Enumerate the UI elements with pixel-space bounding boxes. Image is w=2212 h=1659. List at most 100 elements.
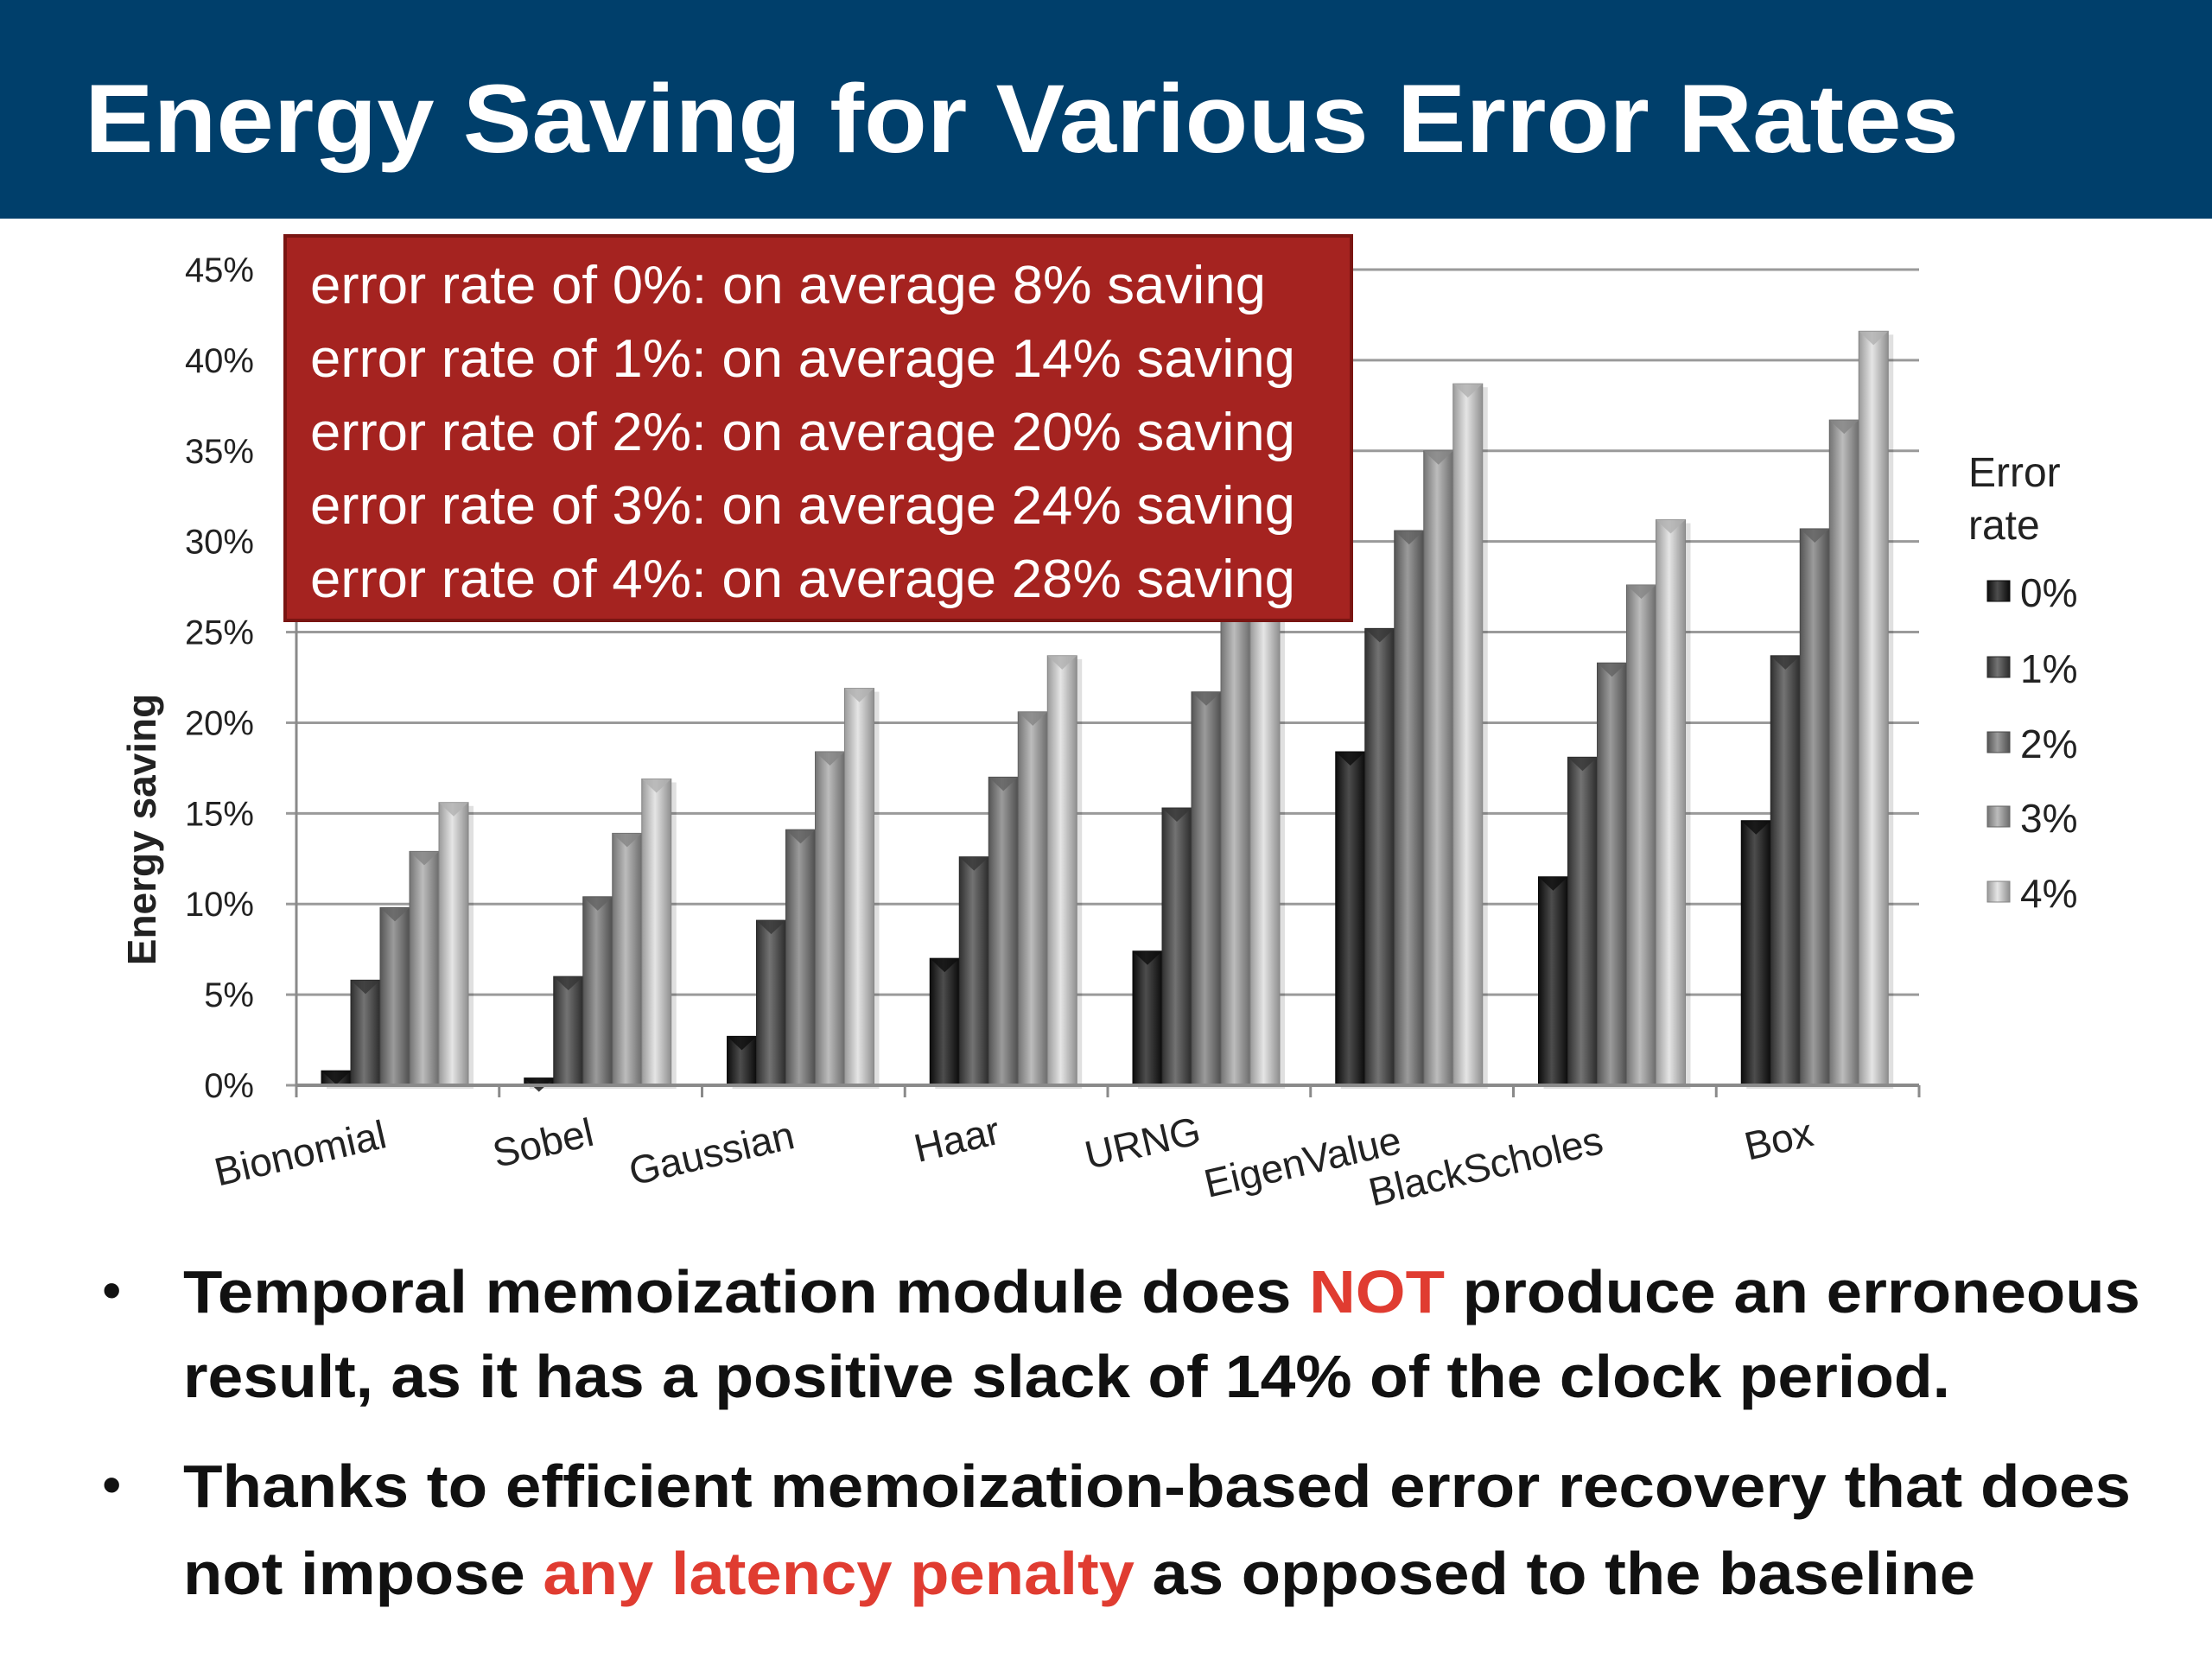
bar (1452, 383, 1484, 1086)
bar (756, 919, 786, 1086)
callout-line: error rate of 4%: on average 28% saving (310, 550, 1295, 609)
bar-cap (1047, 655, 1077, 670)
y-tick-label: 40% (185, 342, 254, 380)
bar (1191, 691, 1222, 1086)
bar-cap (727, 1036, 757, 1051)
bar (1656, 518, 1686, 1086)
bar (1740, 820, 1771, 1086)
bar-group-gaussian (727, 688, 880, 1089)
bar-cap (785, 830, 816, 844)
bar-cap (1162, 808, 1192, 823)
bullet-line: Thanks to efficient memoization-based er… (183, 1452, 2131, 1520)
callout-line: error rate of 2%: on average 20% saving (310, 403, 1295, 462)
bullet-text: not impose (183, 1540, 543, 1607)
bar-cap (380, 907, 410, 922)
bullet-text: result, as it has a positive slack of 14… (183, 1343, 1950, 1410)
header-band (0, 0, 2212, 219)
bar (438, 802, 469, 1086)
bar-cap (1829, 420, 1859, 435)
bullet-line: Temporal memoization module does NOT pro… (183, 1258, 2140, 1325)
legend-item: 1% (1986, 646, 2077, 691)
bar-cap (321, 1071, 351, 1085)
bar (350, 979, 381, 1086)
bar (1161, 807, 1192, 1086)
y-tick-label: 15% (185, 795, 254, 833)
bar (1799, 528, 1830, 1086)
callout-box: error rate of 0%: on average 8% saving er… (283, 234, 1353, 622)
bar-cap (1452, 384, 1483, 398)
bar-cap (844, 688, 874, 702)
y-tick-label: 5% (204, 976, 254, 1014)
highlighted-text: NOT (1309, 1258, 1445, 1325)
y-tick-label: 25% (185, 614, 254, 652)
bar (641, 778, 672, 1086)
y-tick-labels: 0% 5% 10% 15% 20% 25% 30% 35% 40% 45% (185, 251, 254, 1105)
bar (582, 896, 613, 1086)
bullet-line: not impose any latency penalty as oppose… (183, 1540, 1975, 1607)
slide-title: Energy Saving for Various Error Rates (85, 65, 1959, 173)
bar-cap (1859, 331, 1889, 346)
bar (1597, 662, 1627, 1086)
bar-group-haar (929, 655, 1083, 1089)
bar (1423, 450, 1454, 1086)
legend-item: 2% (1986, 721, 2077, 766)
bar (409, 850, 440, 1086)
bar (1017, 711, 1048, 1086)
y-tick-label: 0% (204, 1067, 254, 1105)
bar (785, 829, 816, 1086)
bar (1770, 655, 1801, 1086)
bar-group-box (1740, 330, 1894, 1089)
bar-cap (959, 856, 989, 871)
legend-item: 3% (1986, 796, 2077, 841)
bar-cap (582, 896, 613, 911)
bar (1046, 655, 1077, 1086)
bar-cap (410, 851, 439, 866)
bar-group-urng (1132, 577, 1285, 1089)
bullet-text: produce an erroneous (1445, 1258, 2140, 1325)
highlighted-text: any latency penalty (543, 1540, 1135, 1607)
bar (1858, 330, 1889, 1086)
bar-cap (1597, 663, 1627, 677)
bar (612, 832, 643, 1086)
bar-cap (612, 833, 642, 848)
legend-label: 1% (2020, 646, 2077, 691)
legend-label: 2% (2020, 721, 2077, 766)
bar-cap (641, 779, 671, 793)
legend-title-line-2: rate (1968, 503, 2040, 549)
bar-cap (1018, 711, 1048, 726)
bar-cap (1800, 528, 1830, 543)
legend: Error rate 0% 1% 2% 3% 4% (1968, 450, 2077, 916)
legend-swatch (1986, 731, 2011, 753)
bar-cap (988, 777, 1019, 791)
bar (1220, 595, 1251, 1086)
bullet-text: as opposed to the baseline (1135, 1540, 1975, 1607)
bar-cap (1423, 450, 1453, 465)
bar (815, 751, 845, 1086)
bar (1364, 627, 1395, 1086)
bar-cap (439, 802, 468, 817)
legend-swatch (1986, 880, 2011, 903)
bar-cap (815, 752, 845, 766)
bar-chart: 0%5%10%15%20%25%30%35%40%45% Bionomial So… (119, 251, 2077, 1215)
bar-group-sobel (524, 778, 677, 1092)
bar (958, 856, 989, 1086)
bar-cap (1364, 628, 1395, 643)
bar (1828, 419, 1859, 1086)
y-tick-label: 45% (185, 251, 254, 289)
legend-label: 0% (2020, 570, 2077, 615)
bar (1394, 530, 1425, 1086)
bar-cap (1192, 691, 1221, 706)
bar-cap (930, 958, 960, 973)
bar (379, 906, 410, 1086)
bar (1132, 950, 1163, 1086)
legend-title-line-1: Error (1968, 450, 2061, 496)
bar-cap (1567, 757, 1598, 772)
bars (321, 330, 1894, 1092)
callout-line: error rate of 3%: on average 24% saving (310, 476, 1295, 536)
bar-cap (1656, 519, 1686, 534)
bar (929, 957, 960, 1086)
bar-cap (1770, 655, 1801, 670)
legend-item: 0% (1986, 570, 2077, 615)
callout-line: error rate of 0%: on average 8% saving (310, 256, 1266, 315)
